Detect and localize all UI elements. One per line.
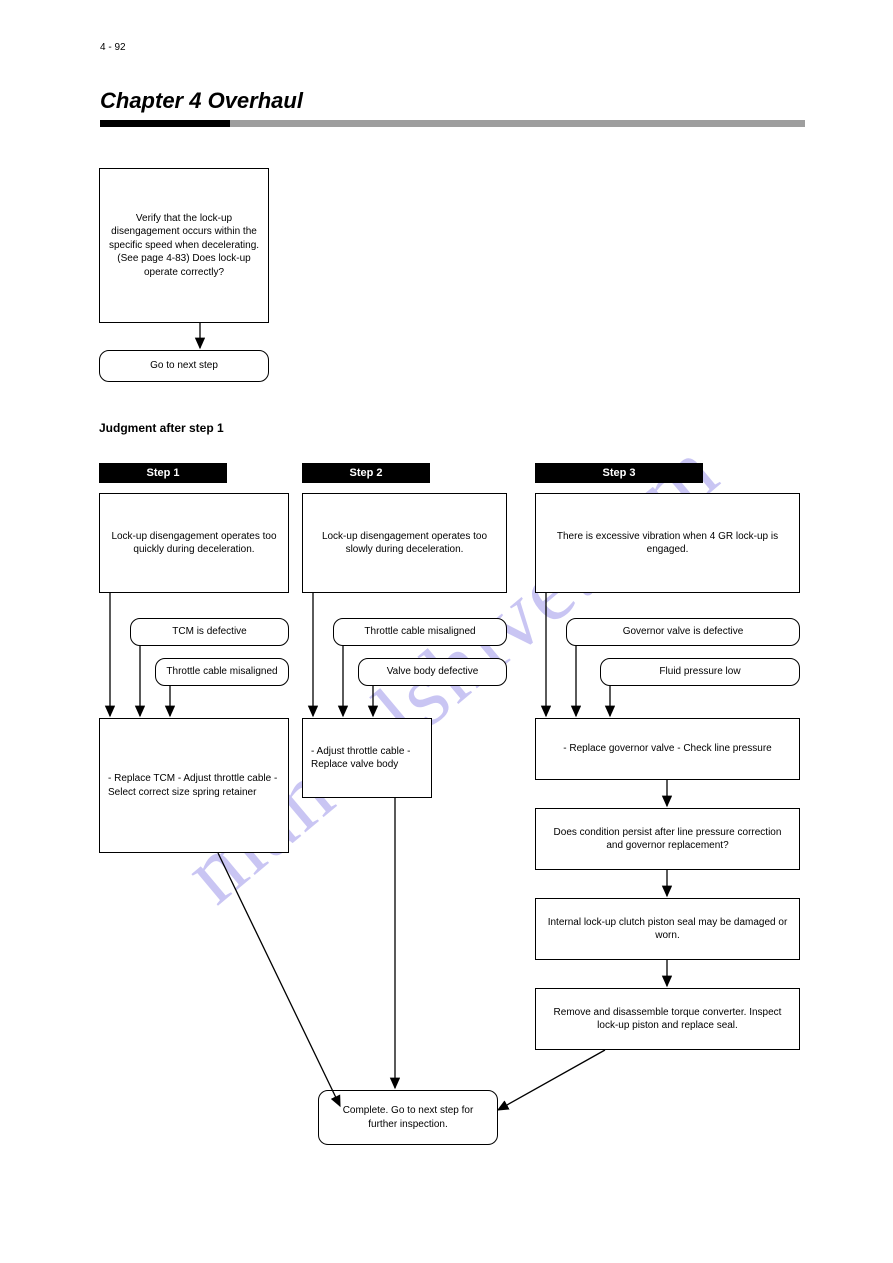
step2-cause1: Throttle cable misaligned bbox=[333, 618, 507, 646]
step1-cause2: Throttle cable misaligned bbox=[155, 658, 289, 686]
step3-action3: Internal lock-up clutch piston seal may … bbox=[535, 898, 800, 960]
chapter-title: Chapter 4 Overhaul bbox=[100, 88, 303, 114]
step2-cause2: Valve body defective bbox=[358, 658, 507, 686]
step2-action: - Adjust throttle cable - Replace valve … bbox=[302, 718, 432, 798]
judgment-subtitle: Judgment after step 1 bbox=[99, 420, 224, 437]
step3-cause2: Fluid pressure low bbox=[600, 658, 800, 686]
rule-gray bbox=[230, 120, 805, 127]
step2-symptom: Lock-up disengagement operates too slowl… bbox=[302, 493, 507, 593]
step1-header: Step 1 bbox=[99, 463, 227, 483]
rule-black bbox=[100, 120, 230, 127]
step3-header: Step 3 bbox=[535, 463, 703, 483]
step2-header: Step 2 bbox=[302, 463, 430, 483]
step3-action1: - Replace governor valve - Check line pr… bbox=[535, 718, 800, 780]
page-number: 4 - 92 bbox=[100, 42, 126, 53]
step3-symptom: There is excessive vibration when 4 GR l… bbox=[535, 493, 800, 593]
step3-action2: Does condition persist after line pressu… bbox=[535, 808, 800, 870]
final-box: Complete. Go to next step for further in… bbox=[318, 1090, 498, 1145]
step3-action4: Remove and disassemble torque converter.… bbox=[535, 988, 800, 1050]
intro-result-box: Go to next step bbox=[99, 350, 269, 382]
step3-cause1: Governor valve is defective bbox=[566, 618, 800, 646]
intro-condition-box: Verify that the lock-up disengagement oc… bbox=[99, 168, 269, 323]
step1-symptom: Lock-up disengagement operates too quick… bbox=[99, 493, 289, 593]
step1-cause1: TCM is defective bbox=[130, 618, 289, 646]
step1-action: - Replace TCM - Adjust throttle cable - … bbox=[99, 718, 289, 853]
